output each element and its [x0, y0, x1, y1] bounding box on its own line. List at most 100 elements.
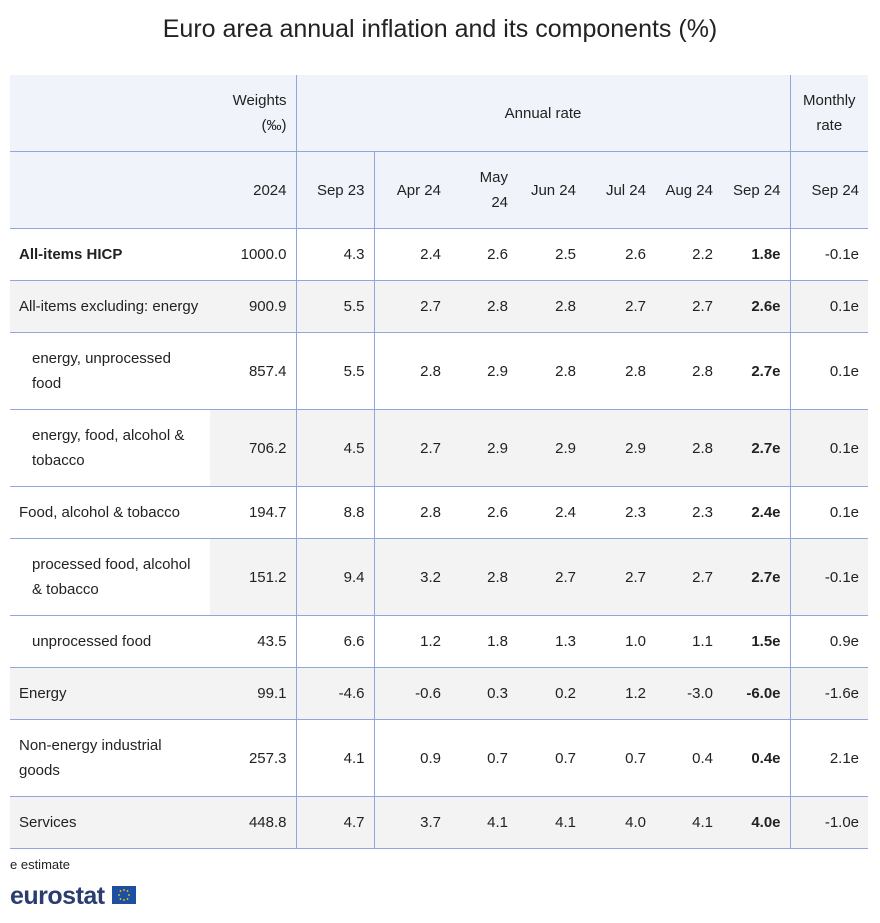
header-cell: Annual rate [296, 75, 791, 152]
cell: -4.6 [296, 667, 375, 720]
cell: 0.7 [450, 719, 517, 797]
cell: Sep 24 [790, 151, 869, 229]
cell: -0.6 [374, 667, 450, 720]
cell: 2.8 [374, 486, 450, 539]
cell: 1000.0 [210, 228, 297, 281]
title: Euro area annual inflation and its compo… [162, 15, 718, 43]
cell: Sep 24 [722, 151, 791, 229]
cell: 2.3 [655, 486, 722, 539]
cell: 2.7 [585, 538, 655, 616]
row: Energy 99.1 -4.6 -0.6 0.3 0.2 1.2 -3.0 -6.0e -1.6… [10, 667, 869, 720]
cell: Jun 24 [517, 151, 585, 229]
cell: -6.0e [722, 667, 791, 720]
cell: 4.1 [296, 719, 375, 797]
cell: Apr 24 [374, 151, 450, 229]
cell: 1.2 [585, 667, 655, 720]
cell: 2.7e [722, 538, 791, 616]
cell: 9.4 [296, 538, 375, 616]
cell: 2.8 [655, 409, 722, 487]
footnote: e estimate [10, 857, 70, 872]
cell: energy, unprocessed food [10, 332, 210, 410]
header-cell: 2024 [210, 151, 297, 229]
cell: unprocessed food [10, 615, 210, 668]
cell: 0.9 [374, 719, 450, 797]
cell: -1.0e [790, 796, 869, 849]
cell: -3.0 [655, 667, 722, 720]
cell: 2.7 [655, 538, 722, 616]
cell: 1.5e [722, 615, 791, 668]
cell: 448.8 [210, 796, 297, 849]
cell: 2.5 [517, 228, 585, 281]
cell: 8.8 [296, 486, 375, 539]
cell: -0.1e [790, 228, 869, 281]
cell: 1.8 [450, 615, 517, 668]
cell: 5.5 [296, 332, 375, 410]
header-cell [10, 75, 210, 152]
cell: 4.1 [450, 796, 517, 849]
cell: Non-energy industrial goods [10, 719, 210, 797]
cell: 0.1e [790, 332, 869, 410]
cell: 2.8 [450, 280, 517, 333]
cell: 2.4e [722, 486, 791, 539]
cell: 2.9 [450, 409, 517, 487]
cell: Aug 24 [655, 151, 722, 229]
cell: 2.8 [517, 332, 585, 410]
cell: All-items HICP [10, 228, 210, 281]
cell: 2.8 [517, 280, 585, 333]
row: Food, alcohol & tobacco 194.7 8.8 2.8 2.6 2.4… [10, 486, 869, 539]
cell: 0.3 [450, 667, 517, 720]
cell: 2.9 [450, 332, 517, 410]
cell: 2.7 [374, 409, 450, 487]
cell: 1.2 [374, 615, 450, 668]
cell: -0.1e [790, 538, 869, 616]
cell: 99.1 [210, 667, 297, 720]
header-cell: Weights (‰) [210, 75, 297, 152]
cell: 2.4 [374, 228, 450, 281]
cell: 2.7e [722, 409, 791, 487]
cell: 4.7 [296, 796, 375, 849]
cell: 1.1 [655, 615, 722, 668]
cell: 151.2 [210, 538, 297, 616]
cell: 0.7 [517, 719, 585, 797]
cell: 857.4 [210, 332, 297, 410]
cell: 2.7e [722, 332, 791, 410]
cell: Food, alcohol & tobacco [10, 486, 210, 539]
cell: 1.8e [722, 228, 791, 281]
cell: 5.5 [296, 280, 375, 333]
cell: 0.1e [790, 486, 869, 539]
cell: 2.6 [450, 228, 517, 281]
cell: 0.9e [790, 615, 869, 668]
cell: 4.0 [585, 796, 655, 849]
cell: 2.2 [655, 228, 722, 281]
cell: 2.3 [585, 486, 655, 539]
cell: 257.3 [210, 719, 297, 797]
cell: 2.7 [655, 280, 722, 333]
row: All-items excluding: energy 900.9 5.5 2.7 2.… [10, 280, 869, 333]
row: processed food, alcohol & tobacco 151.2 9.… [10, 538, 869, 616]
cell: Energy [10, 667, 210, 720]
cell: 0.1e [790, 280, 869, 333]
cell: 1.0 [585, 615, 655, 668]
row: energy, food, alcohol & tobacco 706.2 4.5 2… [10, 409, 869, 487]
cell: 2.9 [585, 409, 655, 487]
cell: 43.5 [210, 615, 297, 668]
cell: May 24 [450, 151, 517, 229]
cell: Sep 23 [296, 151, 375, 229]
cell: 2.6e [722, 280, 791, 333]
cell: 1.3 [517, 615, 585, 668]
eu-flag [112, 886, 136, 904]
cell: 4.0e [722, 796, 791, 849]
cell: 194.7 [210, 486, 297, 539]
cell: Services [10, 796, 210, 849]
cell: 2.8 [585, 332, 655, 410]
row: Services 448.8 4.7 3.7 4.1 4.1 4.0 4.1 4.0e -1.0e [10, 796, 869, 849]
cell: 2.7 [517, 538, 585, 616]
cell: All-items excluding: energy [10, 280, 210, 333]
cell: 2.7 [585, 280, 655, 333]
cell: 2.9 [517, 409, 585, 487]
inflation-table: Weights (‰) Annual rate Monthly rate 202… [10, 75, 869, 849]
cell: 3.2 [374, 538, 450, 616]
cell: 6.6 [296, 615, 375, 668]
cell: energy, food, alcohol & tobacco [10, 409, 210, 487]
